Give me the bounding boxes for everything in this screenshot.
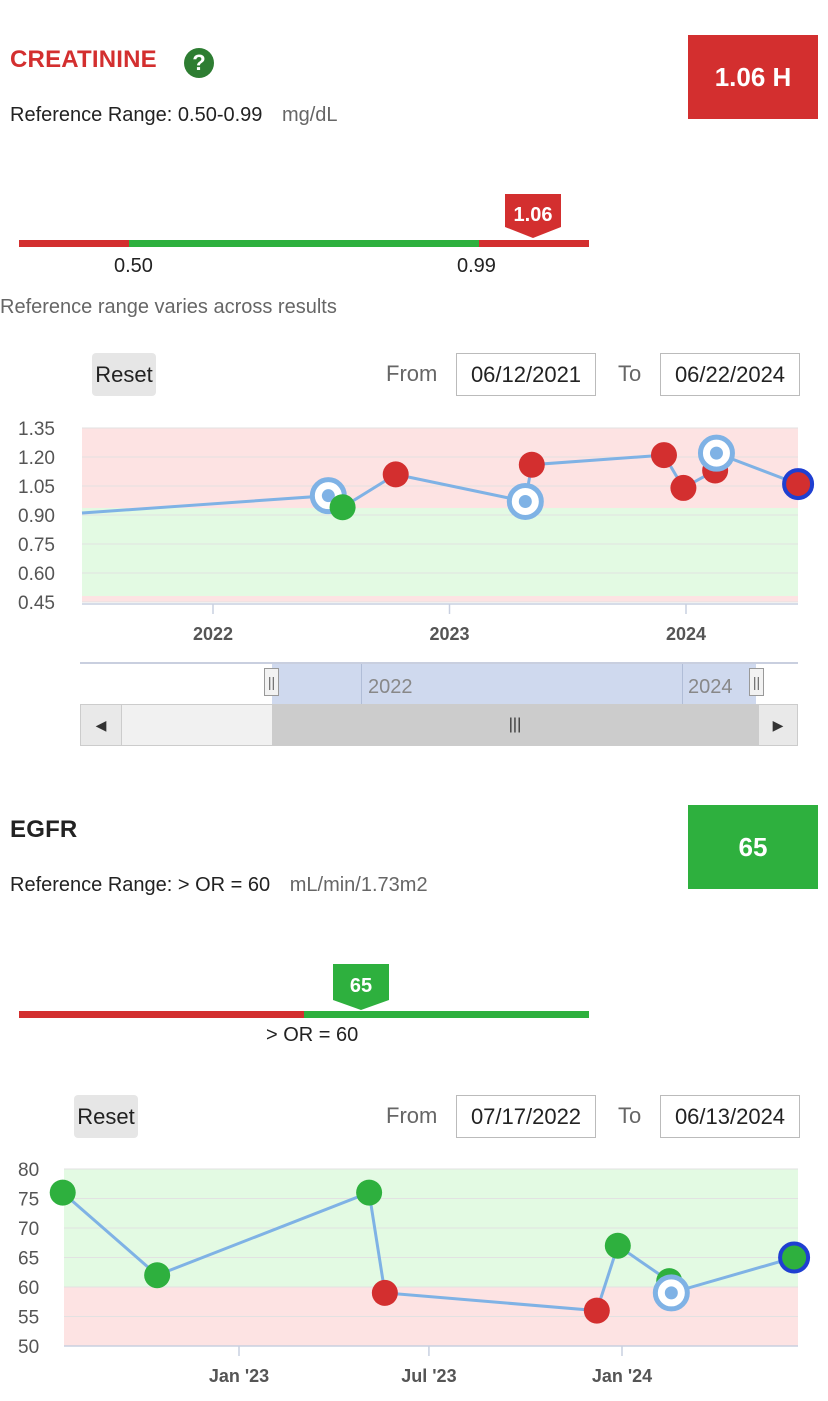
y-tick-label: 1.20 (18, 448, 55, 469)
range-low-segment (19, 1011, 304, 1018)
navigator-left-handle[interactable]: || (264, 668, 279, 696)
reference-range-value: > OR = 60 (177, 874, 271, 896)
y-tick-label: 75 (18, 1190, 39, 1211)
data-point-center (709, 446, 723, 460)
current-value-flag (333, 964, 389, 1010)
reset-button[interactable]: Reset (92, 353, 156, 396)
current-value-flag-label: 1.06 (514, 204, 553, 226)
data-point-selected[interactable] (782, 468, 815, 501)
x-tick-label: Jan '24 (592, 1366, 652, 1386)
data-point[interactable] (356, 1179, 383, 1206)
y-tick-label: 60 (18, 1278, 39, 1299)
data-point[interactable] (650, 442, 677, 469)
egfr-trend-chart: 80 75 70 65 60 55 50 Jan '23 Jul '23 Jan '24 (18, 1160, 811, 1386)
x-tick-label: 2023 (429, 624, 469, 644)
x-tick-label: 2024 (666, 624, 706, 644)
data-point[interactable] (604, 1232, 631, 1259)
y-tick-label: 70 (18, 1219, 39, 1240)
egfr-current-badge: 65 (688, 805, 818, 889)
y-tick-label: 0.60 (18, 564, 55, 585)
question-circle-icon[interactable]: ? (184, 48, 214, 78)
data-point[interactable] (670, 474, 697, 501)
scrollbar-thumb[interactable]: ||| (272, 704, 758, 746)
y-tick-label: 80 (18, 1160, 39, 1181)
range-note: Reference range varies across results (0, 296, 337, 318)
navigator-label-2024: 2024 (688, 676, 733, 698)
y-tick-label: 0.75 (18, 535, 55, 556)
reference-range-label: Reference Range: (10, 874, 173, 896)
creatinine-trend-chart: 1.35 1.20 1.05 0.90 0.75 0.60 0.45 2022 2023 202… (18, 419, 815, 644)
range-low-segment (19, 240, 129, 247)
range-normal-segment (129, 240, 479, 247)
creatinine-reference-range: Reference Range: 0.50-0.99 mg/dL (10, 104, 338, 127)
x-tick-label: Jul '23 (401, 1366, 456, 1386)
creatinine-range-bar: 1.06 (19, 194, 589, 247)
y-tick-label: 65 (18, 1249, 39, 1270)
y-tick-label: 0.45 (18, 593, 55, 614)
from-label: From (386, 1103, 438, 1128)
reference-range-value: 0.50-0.99 (177, 104, 263, 126)
to-date-input[interactable] (660, 1095, 800, 1138)
creatinine-title: CREATININE (10, 46, 157, 73)
data-point-center (518, 494, 532, 508)
data-point[interactable] (382, 461, 409, 488)
range-high-segment (479, 240, 589, 247)
navigator-gridline (682, 664, 683, 704)
data-point-center (321, 489, 335, 503)
scroll-left-arrow-icon[interactable]: ◀ (80, 704, 122, 746)
y-tick-label: 1.35 (18, 419, 55, 440)
data-point[interactable] (371, 1279, 398, 1306)
chart-navigator[interactable]: 2022 2024 || || ◀ ||| ▶ (80, 662, 798, 746)
normal-range-band (82, 508, 798, 596)
creatinine-current-badge: 1.06 H (688, 35, 818, 119)
data-point-center (664, 1286, 678, 1300)
data-point[interactable] (329, 494, 356, 521)
low-range-band (82, 596, 798, 602)
from-date-input[interactable] (456, 353, 596, 396)
y-tick-label: 1.05 (18, 477, 55, 498)
navigator-selection[interactable] (272, 664, 756, 704)
unit-label: mg/dL (281, 104, 338, 126)
x-tick-label: Jan '23 (209, 1366, 269, 1386)
range-threshold-label: > OR = 60 (266, 1024, 359, 1046)
x-tick-label: 2022 (193, 624, 233, 644)
navigator-label-2022: 2022 (368, 676, 413, 698)
from-label: From (386, 361, 438, 386)
navigator-gridline (361, 664, 362, 704)
data-point[interactable] (518, 451, 545, 478)
y-tick-label: 55 (18, 1308, 39, 1329)
data-point[interactable] (49, 1179, 76, 1206)
egfr-range-bar: 65 (19, 964, 589, 1018)
scroll-right-arrow-icon[interactable]: ▶ (758, 704, 798, 746)
reset-button[interactable]: Reset (74, 1095, 138, 1138)
egfr-title: EGFR (10, 816, 78, 843)
y-tick-label: 50 (18, 1337, 39, 1358)
range-low-label: 0.50 (114, 255, 153, 277)
data-point[interactable] (144, 1262, 171, 1289)
range-normal-segment (304, 1011, 589, 1018)
from-date-input[interactable] (456, 1095, 596, 1138)
range-high-label: 0.99 (457, 255, 496, 277)
to-label: To (618, 361, 642, 386)
reference-range-label: Reference Range: (10, 104, 173, 126)
to-label: To (618, 1103, 642, 1128)
navigator-right-handle[interactable]: || (749, 668, 764, 696)
egfr-reference-range: Reference Range: > OR = 60 mL/min/1.73m2 (10, 874, 428, 897)
to-date-input[interactable] (660, 353, 800, 396)
data-point-selected[interactable] (778, 1241, 811, 1274)
current-value-flag-label: 65 (350, 975, 372, 997)
unit-label: mL/min/1.73m2 (289, 874, 428, 896)
data-point[interactable] (583, 1297, 610, 1324)
y-tick-label: 0.90 (18, 506, 55, 527)
current-value-flag (505, 194, 561, 238)
